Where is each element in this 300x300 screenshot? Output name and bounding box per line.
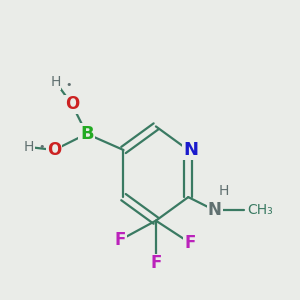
Text: •: • xyxy=(65,80,71,90)
Text: O: O xyxy=(65,95,79,113)
Text: F: F xyxy=(150,254,162,272)
Text: H: H xyxy=(24,140,34,154)
Text: B: B xyxy=(80,125,94,143)
Text: H: H xyxy=(218,184,229,198)
Text: •: • xyxy=(38,142,45,152)
Text: H: H xyxy=(51,75,61,89)
Text: N: N xyxy=(184,141,199,159)
Text: CH₃: CH₃ xyxy=(247,203,273,218)
Text: N: N xyxy=(208,201,222,219)
Text: F: F xyxy=(184,234,195,252)
Text: F: F xyxy=(115,231,126,249)
Text: O: O xyxy=(47,141,62,159)
